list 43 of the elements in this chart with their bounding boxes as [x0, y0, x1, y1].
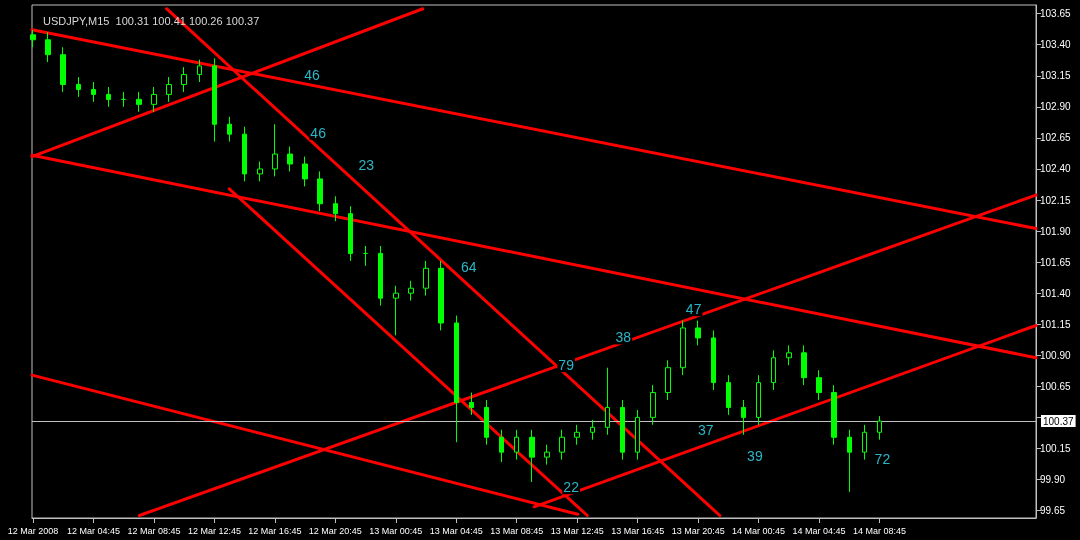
annotation: 47: [685, 301, 702, 318]
x-tick-label: 12 Mar 16:45: [248, 525, 302, 536]
y-tick-label: 101.65: [1040, 256, 1072, 268]
y-tick-label: 99.90: [1040, 473, 1066, 485]
annotation: 38: [615, 329, 632, 346]
y-tick-label: 100.90: [1040, 349, 1072, 361]
y-tick-label: 102.90: [1040, 101, 1072, 113]
x-tick-label: 12 Mar 08:45: [127, 525, 181, 536]
x-tick-label: 13 Mar 12:45: [550, 525, 604, 536]
annotation: 23: [358, 156, 375, 173]
y-tick-label: 102.15: [1040, 194, 1072, 206]
x-tick-label: 13 Mar 04:45: [429, 525, 483, 536]
annotation: 46: [304, 66, 321, 83]
x-tick-label: 14 Mar 00:45: [732, 525, 786, 536]
ref-line-label: 100.37: [1043, 415, 1075, 427]
y-tick-label: 102.40: [1040, 163, 1072, 175]
x-tick-label: 12 Mar 04:45: [66, 525, 120, 536]
annotation: 39: [747, 447, 763, 464]
y-tick-label: 99.65: [1040, 505, 1066, 517]
x-tick-label: 12 Mar 20:45: [308, 525, 362, 536]
y-tick-label: 102.65: [1040, 132, 1072, 144]
x-tick-label: 14 Mar 04:45: [792, 525, 846, 536]
annotation: 64: [460, 258, 477, 275]
x-tick-label: 12 Mar 12:45: [187, 525, 241, 536]
y-tick-label: 101.90: [1040, 225, 1072, 237]
x-tick-label: 13 Mar 16:45: [611, 525, 665, 536]
x-tick-label: 13 Mar 00:45: [369, 525, 423, 536]
y-tick-label: 100.15: [1040, 442, 1072, 454]
x-tick-label: 13 Mar 08:45: [490, 525, 544, 536]
y-tick-label: 101.15: [1040, 318, 1072, 330]
annotation: 79: [558, 357, 575, 374]
y-tick-label: 103.65: [1040, 8, 1072, 20]
y-tick-label: 101.40: [1040, 287, 1072, 299]
annotation: 22: [563, 479, 580, 496]
x-tick-label: 14 Mar 08:45: [853, 525, 907, 536]
x-tick-label: 13 Mar 20:45: [671, 525, 725, 536]
y-tick-label: 100.65: [1040, 380, 1072, 392]
x-tick-label: 12 Mar 2008: [7, 525, 59, 536]
y-tick-label: 103.15: [1040, 70, 1072, 82]
annotation: 37: [697, 422, 714, 439]
y-tick-label: 103.40: [1040, 39, 1072, 51]
annotation: 72: [874, 451, 891, 468]
annotation: 46: [310, 124, 327, 141]
